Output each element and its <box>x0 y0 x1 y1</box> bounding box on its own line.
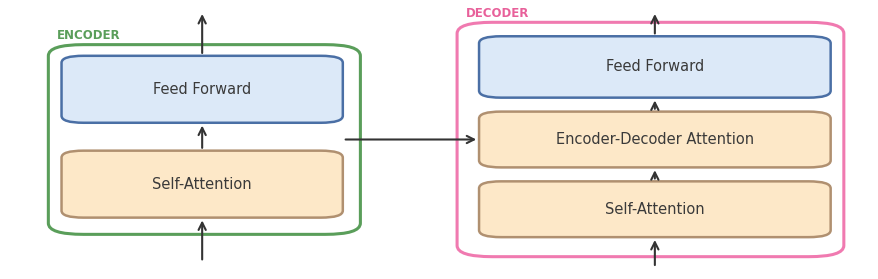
Text: Feed Forward: Feed Forward <box>605 59 703 74</box>
Text: ENCODER: ENCODER <box>57 29 120 42</box>
FancyBboxPatch shape <box>61 56 342 123</box>
FancyBboxPatch shape <box>479 36 830 98</box>
Text: Self-Attention: Self-Attention <box>152 177 252 192</box>
FancyBboxPatch shape <box>479 112 830 167</box>
FancyBboxPatch shape <box>61 151 342 218</box>
Text: Encoder-Decoder Attention: Encoder-Decoder Attention <box>555 132 753 147</box>
Text: Self-Attention: Self-Attention <box>604 202 704 217</box>
FancyBboxPatch shape <box>479 181 830 237</box>
Text: DECODER: DECODER <box>465 6 529 20</box>
Text: Feed Forward: Feed Forward <box>153 82 251 97</box>
